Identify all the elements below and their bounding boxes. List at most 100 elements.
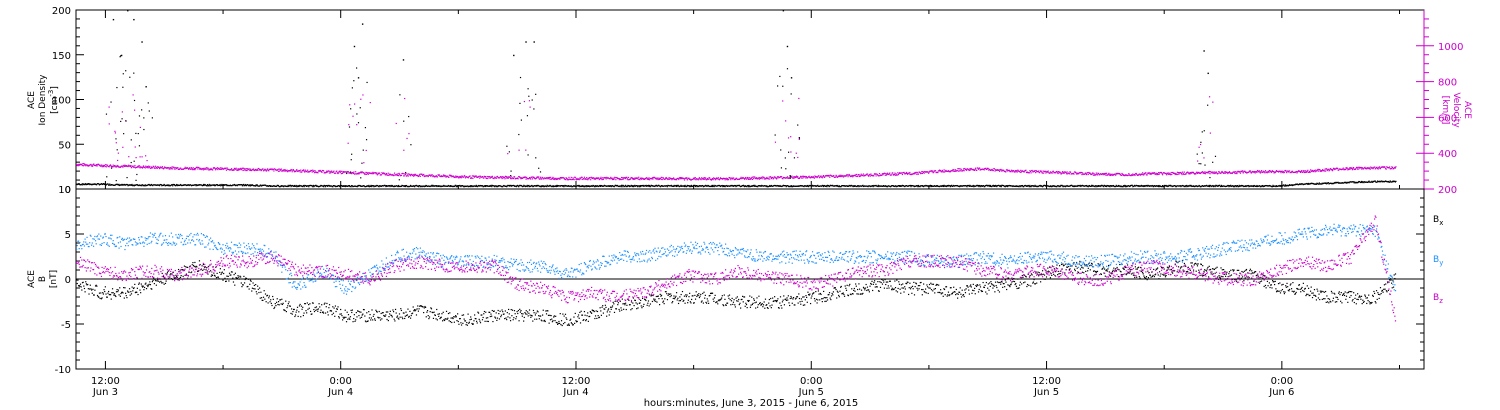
velocity-point <box>689 178 691 180</box>
velocity-spike-point <box>347 142 349 144</box>
velocity-point <box>329 170 331 172</box>
density-spike-point <box>119 56 121 58</box>
density-point <box>1076 185 1078 187</box>
velocity-point <box>175 167 177 169</box>
density-point <box>1175 185 1177 188</box>
velocity-point <box>261 169 263 171</box>
velocity-point <box>703 177 706 179</box>
velocity-point <box>262 168 264 170</box>
density-point <box>892 185 894 187</box>
velocity-point <box>1190 172 1192 174</box>
density-point <box>836 185 838 187</box>
velocity-point <box>845 175 847 177</box>
velocity-spike-point <box>790 151 792 153</box>
velocity-point <box>703 178 705 180</box>
velocity-point <box>311 169 313 172</box>
density-point <box>1131 184 1133 186</box>
velocity-point <box>1326 169 1328 172</box>
density-spike-point <box>353 80 355 82</box>
density-point <box>142 184 144 186</box>
velocity-point <box>881 173 883 175</box>
velocity-point <box>1020 171 1022 173</box>
velocity-point <box>128 164 130 166</box>
density-point <box>220 184 222 186</box>
velocity-point <box>1260 171 1262 173</box>
velocity-point <box>856 173 858 176</box>
velocity-point <box>667 178 670 180</box>
density-point <box>910 185 912 188</box>
velocity-point <box>733 177 735 179</box>
velocity-point <box>174 168 176 170</box>
density-point <box>821 185 823 187</box>
velocity-point <box>524 176 527 178</box>
velocity-point <box>1375 167 1377 169</box>
velocity-point <box>532 176 534 178</box>
density-spike-point <box>780 149 782 151</box>
velocity-spike-point <box>797 156 799 159</box>
velocity-point <box>1308 171 1310 173</box>
velocity-point <box>1076 173 1078 175</box>
velocity-point <box>1366 167 1368 169</box>
density-point <box>388 185 391 187</box>
velocity-point <box>1055 172 1057 174</box>
velocity-point <box>681 178 683 180</box>
density-point <box>413 186 416 188</box>
density-point <box>760 185 762 187</box>
velocity-point <box>1085 173 1087 175</box>
density-point <box>107 183 109 185</box>
velocity-point <box>959 168 961 170</box>
density-point <box>1361 180 1363 183</box>
velocity-point <box>837 175 839 178</box>
density-spike-point <box>785 168 787 170</box>
density-point <box>290 185 292 188</box>
bx-point <box>76 279 78 281</box>
velocity-point <box>588 178 590 180</box>
density-point <box>812 184 814 186</box>
density-point <box>1174 185 1176 187</box>
velocity-point <box>820 175 822 177</box>
velocity-point <box>307 169 309 171</box>
velocity-point <box>1242 172 1244 174</box>
density-point <box>636 185 638 187</box>
velocity-tick-label: 600 <box>1438 113 1457 124</box>
density-spike-point <box>774 134 776 136</box>
velocity-point <box>459 175 461 178</box>
velocity-point <box>389 173 391 175</box>
velocity-point <box>449 174 451 176</box>
velocity-point <box>266 169 268 171</box>
density-point <box>1247 184 1249 187</box>
velocity-spike-point <box>146 159 148 162</box>
density-point <box>570 185 572 187</box>
density-point <box>454 185 456 187</box>
velocity-point <box>919 172 921 174</box>
b-label-line1: ACE <box>27 270 37 288</box>
velocity-point <box>464 175 466 177</box>
velocity-point <box>1132 173 1134 175</box>
velocity-point <box>634 177 636 179</box>
density-point <box>423 186 425 188</box>
density-point <box>947 185 949 187</box>
velocity-point <box>427 175 429 178</box>
density-point <box>307 185 309 187</box>
velocity-point <box>240 167 242 169</box>
density-spike-point <box>133 18 135 21</box>
velocity-point <box>660 178 662 180</box>
velocity-point <box>90 163 92 166</box>
velocity-point <box>884 172 886 174</box>
velocity-point <box>109 165 111 167</box>
velocity-point <box>1311 170 1313 173</box>
velocity-point <box>1188 173 1190 175</box>
velocity-point <box>503 176 505 179</box>
velocity-point <box>847 176 849 178</box>
velocity-point <box>885 174 887 176</box>
velocity-point <box>313 172 316 174</box>
density-point <box>118 183 120 185</box>
velocity-point <box>709 177 711 179</box>
density-point <box>348 184 350 187</box>
velocity-point <box>774 176 776 178</box>
density-point <box>1238 184 1240 187</box>
bx-point <box>96 285 98 287</box>
density-point <box>595 185 598 187</box>
velocity-point <box>1372 168 1374 170</box>
velocity-point <box>162 168 165 170</box>
